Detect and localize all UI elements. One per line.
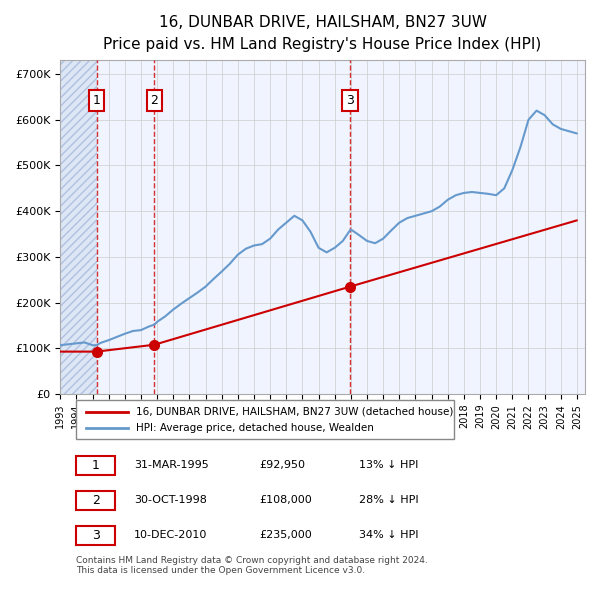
Text: 10-DEC-2010: 10-DEC-2010 [134,530,207,540]
FancyBboxPatch shape [76,491,115,510]
FancyBboxPatch shape [76,401,454,438]
Text: 13% ↓ HPI: 13% ↓ HPI [359,460,419,470]
Text: 16, DUNBAR DRIVE, HAILSHAM, BN27 3UW (detached house): 16, DUNBAR DRIVE, HAILSHAM, BN27 3UW (de… [136,407,454,417]
Text: 3: 3 [346,94,354,107]
Text: £92,950: £92,950 [260,460,305,470]
Bar [60,60,97,394]
Text: 28% ↓ HPI: 28% ↓ HPI [359,496,419,506]
Text: 1: 1 [92,459,100,472]
Text: 2: 2 [151,94,158,107]
Text: £108,000: £108,000 [260,496,313,506]
Text: £235,000: £235,000 [260,530,313,540]
FancyBboxPatch shape [76,456,115,475]
Text: 34% ↓ HPI: 34% ↓ HPI [359,530,419,540]
Text: 2: 2 [92,494,100,507]
Text: 1: 1 [92,94,100,107]
Text: Contains HM Land Registry data © Crown copyright and database right 2024.
This d: Contains HM Land Registry data © Crown c… [76,556,428,575]
FancyBboxPatch shape [76,526,115,545]
Title: 16, DUNBAR DRIVE, HAILSHAM, BN27 3UW
Price paid vs. HM Land Registry's House Pri: 16, DUNBAR DRIVE, HAILSHAM, BN27 3UW Pri… [103,15,542,52]
Text: 3: 3 [92,529,100,542]
Text: HPI: Average price, detached house, Wealden: HPI: Average price, detached house, Weal… [136,423,374,433]
Text: 30-OCT-1998: 30-OCT-1998 [134,496,206,506]
Text: 31-MAR-1995: 31-MAR-1995 [134,460,208,470]
